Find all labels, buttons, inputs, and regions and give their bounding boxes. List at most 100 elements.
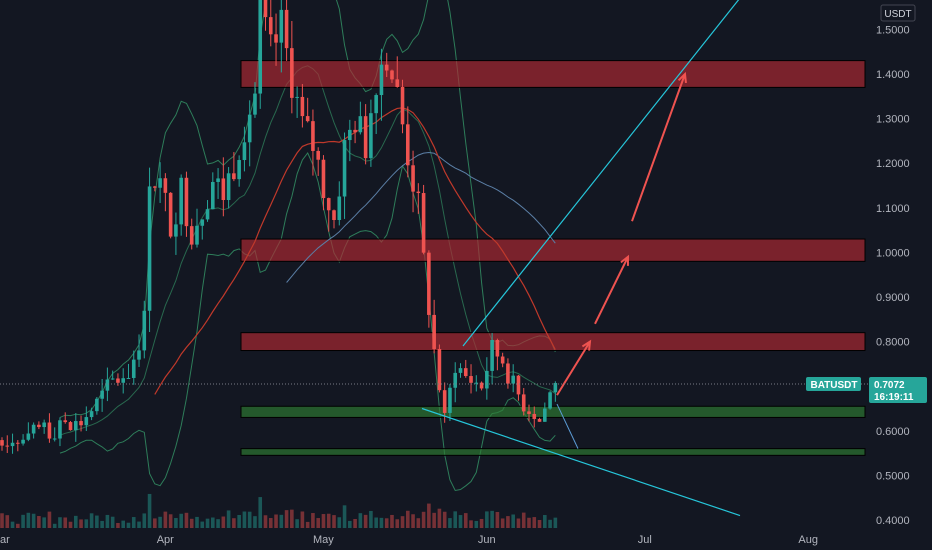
candle-body — [52, 438, 57, 440]
candle-body — [184, 177, 189, 227]
price-tick-label: 1.5000 — [876, 24, 910, 36]
symbol-price-tag: BATUSDT 0.7072 16:19:11 — [806, 377, 927, 403]
projection-down-line[interactable] — [556, 403, 579, 449]
volume-bar — [305, 521, 310, 528]
candle-body — [237, 160, 241, 180]
candle-body — [295, 96, 299, 98]
arrow-head-icon — [677, 71, 687, 84]
projection-arrow[interactable] — [594, 256, 629, 325]
candle-body — [42, 422, 46, 428]
price-tick-label: 1.3000 — [876, 114, 910, 126]
candle-body — [0, 440, 4, 446]
price-tick-label: 0.6000 — [876, 426, 910, 438]
candle-body — [258, 0, 263, 94]
price-zone[interactable] — [240, 238, 866, 262]
candle-body — [5, 445, 10, 447]
support-resistance-zones[interactable] — [240, 60, 866, 456]
volume-bar — [332, 515, 336, 528]
candle-body — [458, 368, 463, 373]
volume-bar — [158, 516, 162, 528]
candle-body — [131, 359, 136, 378]
price-zone[interactable] — [240, 405, 866, 418]
candle-body — [200, 219, 205, 226]
drawings[interactable] — [421, 0, 741, 517]
volume-bar — [168, 514, 173, 528]
volume-bar — [247, 511, 252, 528]
volume-bar — [405, 510, 410, 528]
candle-body — [427, 252, 431, 315]
candle-body — [337, 196, 342, 221]
volume-bar — [79, 519, 83, 528]
volume-bar — [516, 518, 521, 528]
candle-body — [432, 314, 436, 349]
candle-body — [179, 177, 183, 225]
candle-body — [548, 392, 552, 409]
volume-bar — [527, 517, 531, 528]
volume-bar — [42, 517, 46, 528]
volume-bar — [121, 520, 126, 528]
candle-body — [205, 209, 210, 220]
volume-bar — [110, 516, 115, 528]
candle-body — [316, 150, 320, 160]
candle-body — [168, 192, 173, 237]
candle-body — [142, 310, 147, 351]
volume-bar — [163, 511, 168, 528]
candle-body — [326, 198, 331, 211]
time-tick-label: May — [313, 534, 334, 546]
symbol-tag-background — [806, 377, 861, 391]
candle-body — [121, 378, 126, 383]
volume-bar — [189, 518, 194, 528]
volume-bar — [142, 513, 147, 528]
volume-bar — [47, 511, 52, 528]
candle-body — [474, 382, 479, 384]
candle-body — [174, 224, 178, 237]
volume-bar — [553, 517, 558, 528]
price-tick-label: 1.0000 — [876, 247, 910, 259]
bar-countdown: 16:19:11 — [874, 392, 914, 403]
candle-body — [37, 424, 41, 428]
currency-badge: USDT — [884, 9, 911, 20]
candle-body — [495, 339, 500, 357]
candle-body — [95, 398, 99, 412]
price-zone[interactable] — [240, 60, 866, 88]
time-axis-background — [0, 529, 932, 550]
projection-arrow[interactable] — [556, 341, 591, 396]
price-zone[interactable] — [240, 332, 866, 352]
candle-body — [26, 433, 31, 440]
candle-body — [532, 413, 537, 419]
projection-arrow[interactable] — [631, 73, 686, 222]
volume-bar — [147, 493, 152, 528]
candle-body — [421, 193, 426, 253]
price-axis[interactable]: USDT 0.40000.50000.60000.70000.80000.900… — [868, 0, 932, 550]
volume-bar — [369, 510, 373, 528]
volume-bar — [237, 514, 241, 528]
candle-body — [163, 178, 168, 193]
candle-body — [147, 186, 152, 311]
currency-badge-box[interactable] — [880, 4, 916, 22]
time-axis[interactable]: ar Apr May Jun Jul Aug — [0, 529, 932, 550]
descending-trendline[interactable] — [421, 407, 741, 517]
candle-body — [379, 64, 384, 96]
candle-body — [116, 378, 120, 383]
volume-bar — [379, 517, 384, 528]
price-tick-label: 0.8000 — [876, 337, 910, 349]
ascending-trendline[interactable] — [462, 0, 740, 347]
candle-body — [321, 159, 326, 199]
price-tick-label: 1.4000 — [876, 69, 910, 81]
candle-body — [411, 165, 415, 192]
volume-bar — [384, 518, 389, 528]
volume-bar — [116, 523, 120, 528]
candle-body — [400, 86, 405, 125]
candle-body — [437, 348, 442, 391]
volume-bar — [353, 518, 357, 528]
candle-body — [100, 390, 104, 399]
volume-bar — [26, 512, 31, 528]
arrow-head-icon — [581, 339, 592, 351]
candle-body — [110, 378, 115, 380]
volume-bar — [427, 503, 431, 528]
volume-bar — [253, 516, 257, 528]
bollinger-lower — [59, 152, 556, 492]
candle-body — [395, 79, 400, 87]
candle-body — [226, 173, 231, 201]
